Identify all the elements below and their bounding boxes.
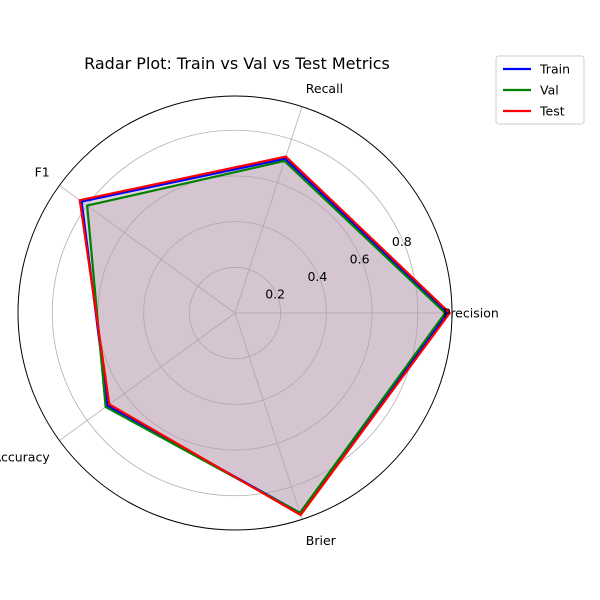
fill-test: [79, 156, 450, 516]
tick-label-4: 0.8: [392, 234, 412, 249]
fill-val: [87, 160, 446, 513]
radar-series: [78, 155, 452, 517]
legend: Train Val Test: [495, 55, 585, 125]
fill-train: [81, 158, 448, 513]
legend-frame: [495, 55, 585, 125]
series-line-test: [78, 155, 452, 517]
radar-fills: [79, 156, 450, 516]
tick-label-3: 0.6: [350, 252, 370, 267]
radar-grid: [17, 95, 453, 531]
spoke-accuracy: [59, 312, 236, 441]
radar-tick-labels: 0.2 0.4 0.6 0.8: [265, 234, 412, 301]
radar-axis-labels: Precision Recall F1 Accuracy Brier: [0, 81, 499, 548]
legend-label-test: Test: [539, 104, 565, 119]
tick-label-2: 0.4: [307, 269, 327, 284]
spoke-f1: [59, 185, 236, 314]
outer-frame: [17, 95, 453, 531]
tick-label-1: 0.2: [265, 287, 285, 302]
legend-label-val: Val: [540, 83, 559, 98]
axis-label-precision: Precision: [443, 306, 499, 321]
axis-label-recall: Recall: [306, 81, 343, 96]
axis-label-brier: Brier: [306, 533, 337, 548]
spoke-recall: [234, 106, 303, 314]
chart-title: Radar Plot: Train vs Val vs Test Metrics: [84, 54, 390, 73]
axis-label-accuracy: Accuracy: [0, 450, 50, 465]
legend-label-train: Train: [539, 62, 570, 77]
axis-label-f1: F1: [35, 164, 50, 179]
spoke-brier: [234, 312, 303, 520]
series-line-val: [85, 159, 447, 515]
